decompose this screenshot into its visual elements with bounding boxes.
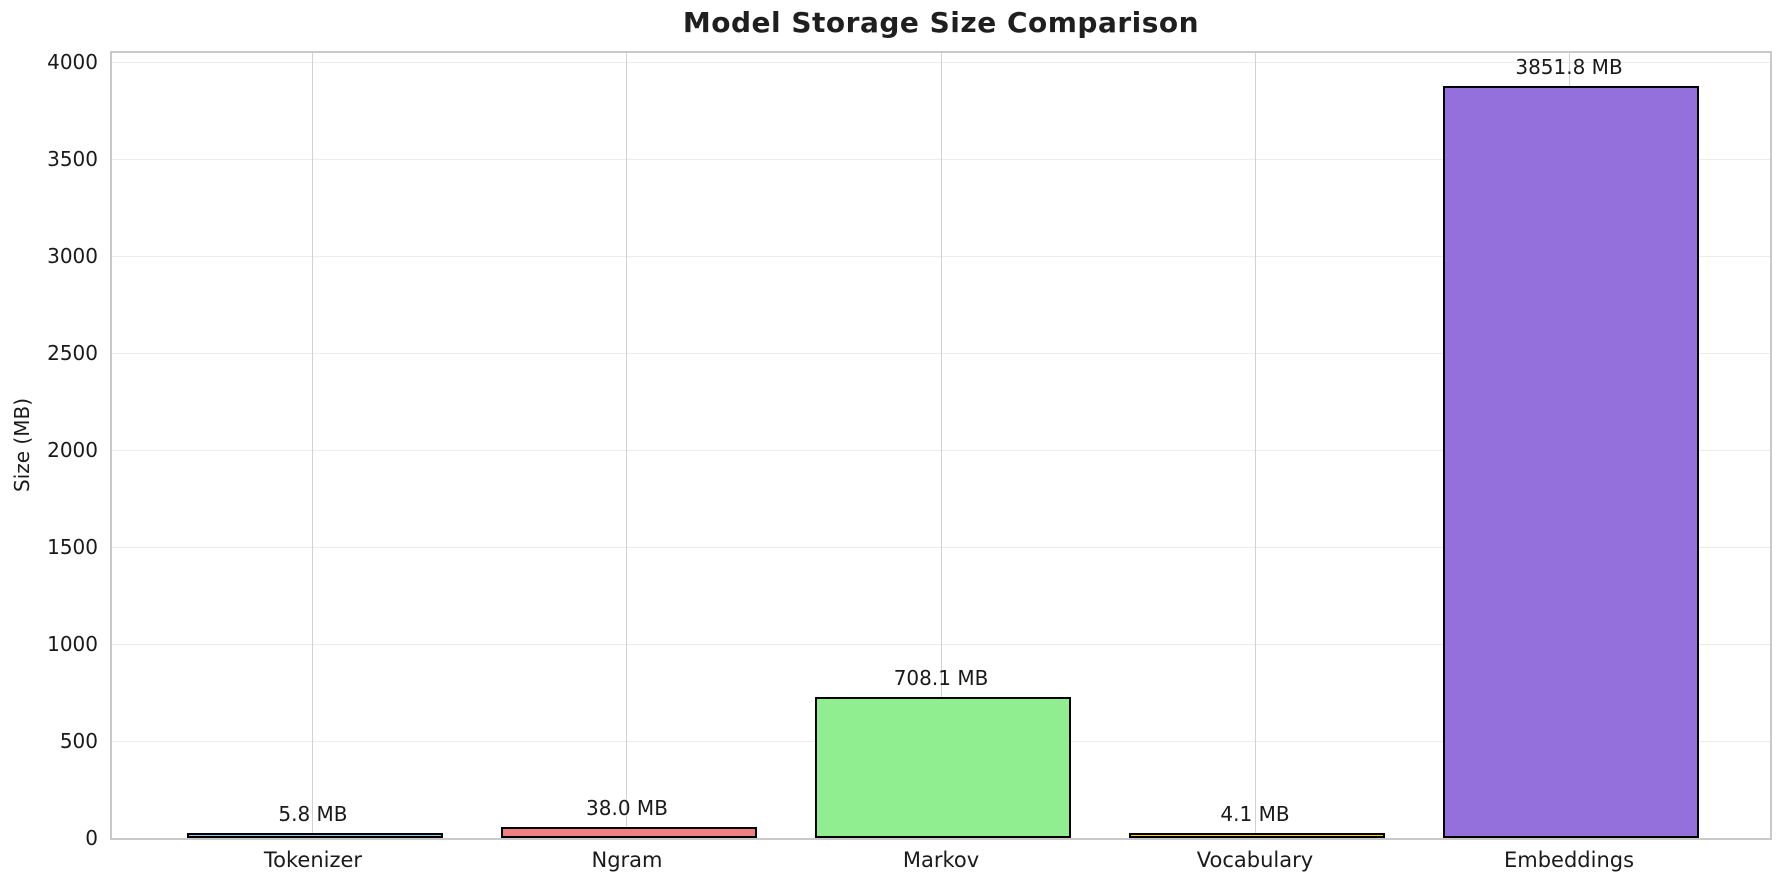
- y-tick-label: 3000: [47, 243, 98, 268]
- chart-title: Model Storage Size Comparison: [682, 6, 1200, 39]
- gridline-vertical: [1254, 53, 1256, 838]
- gridline-vertical: [940, 53, 942, 838]
- y-tick-label: 500: [59, 728, 98, 753]
- bar-value-label: 38.0 MB: [586, 795, 668, 820]
- x-tick-label: Tokenizer: [263, 848, 363, 872]
- x-tick-label: Ngram: [591, 848, 663, 872]
- bar-vocabulary: [1129, 833, 1385, 838]
- y-tick-label: 1500: [47, 534, 98, 559]
- bar-value-label: 5.8 MB: [278, 801, 348, 826]
- bar-value-label: 3851.8 MB: [1515, 55, 1623, 80]
- bar-value-label: 708.1 MB: [893, 665, 989, 690]
- gridline-vertical: [626, 53, 628, 838]
- x-tick-label: Vocabulary: [1196, 848, 1314, 872]
- y-tick-label: 2000: [47, 437, 98, 462]
- y-tick-label: 1000: [47, 631, 98, 656]
- x-tick-label: Markov: [902, 848, 980, 872]
- y-tick-label: 4000: [47, 49, 98, 74]
- bar-ngram: [501, 826, 757, 838]
- y-tick-label: 2500: [47, 340, 98, 365]
- bar-value-label: 4.1 MB: [1220, 802, 1290, 826]
- bar-markov: [815, 696, 1071, 838]
- gridline-vertical: [312, 53, 314, 838]
- plot-area: 5.8 MB 38.0 MB 708.1 MB 4.1 MB 3851.8 MB: [110, 51, 1772, 840]
- y-tick-label: 0: [85, 826, 98, 850]
- x-tick-label: Embeddings: [1503, 848, 1635, 872]
- y-tick-label: 3500: [47, 146, 98, 171]
- bar-tokenizer: [187, 832, 443, 838]
- bar-embeddings: [1443, 86, 1699, 838]
